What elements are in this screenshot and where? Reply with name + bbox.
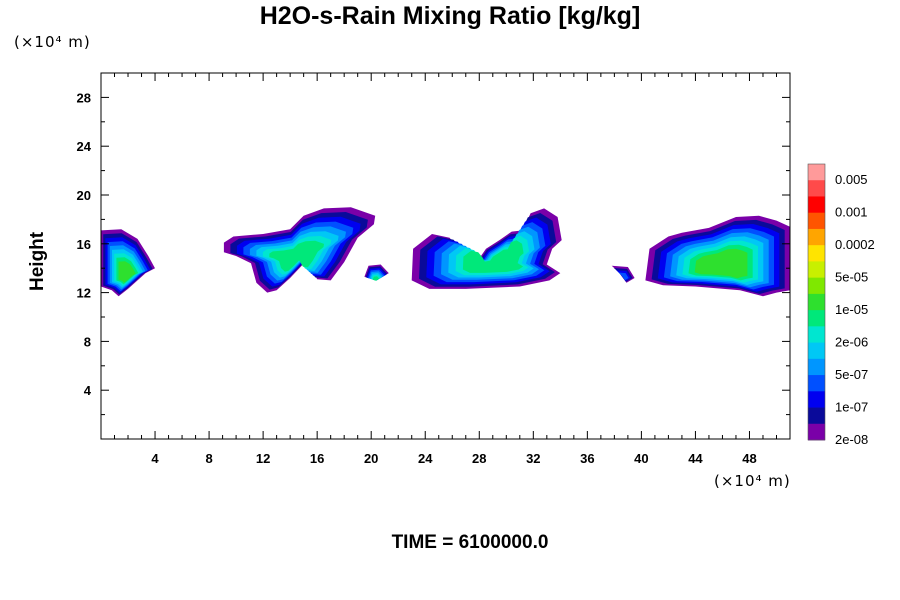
plot-frame: [100, 72, 791, 440]
colorbar-swatch: [808, 245, 825, 262]
cloud-e-level-3: [618, 272, 629, 281]
x-axis-unit-label: (×10⁴ m): [714, 472, 791, 490]
colorbar-label: 5e-07: [835, 367, 868, 382]
y-tick-label: 16: [77, 237, 91, 252]
x-tick-label: 44: [688, 451, 703, 466]
colorbar-swatch: [808, 277, 825, 295]
colorbar-swatch: [808, 261, 825, 279]
colorbar-swatch: [808, 358, 825, 376]
y-axis-unit-label: (×10⁴ m): [14, 33, 91, 51]
cloud-b: [223, 207, 376, 293]
cloud-d: [411, 208, 562, 289]
time-label: TIME = 6100000.0: [391, 532, 549, 553]
x-tick-label: 40: [634, 451, 648, 466]
y-tick-label: 20: [77, 188, 91, 203]
cloud-f-level-8: [694, 248, 748, 279]
y-tick-label: 4: [84, 383, 92, 398]
cloud-d-level-7: [462, 240, 524, 273]
x-tick-label: 8: [205, 451, 212, 466]
colorbar-swatch: [808, 391, 825, 408]
rain-field: [101, 207, 790, 297]
colorbar-swatch: [808, 310, 825, 327]
x-tick-label: 24: [418, 451, 433, 466]
colorbar-label: 0.001: [835, 205, 868, 220]
y-tick-label: 28: [77, 90, 91, 105]
colorbar-label: 5e-05: [835, 270, 868, 285]
colorbar-swatch: [808, 196, 825, 214]
colorbar-swatch: [808, 342, 825, 360]
x-tick-label: 28: [472, 451, 486, 466]
colorbar-swatch: [808, 423, 825, 441]
colorbar-swatch: [808, 407, 825, 425]
cloud-a-level-8: [118, 261, 136, 283]
x-tick-label: 20: [364, 451, 378, 466]
colorbar-swatch: [808, 228, 825, 246]
colorbar-swatch: [808, 375, 825, 392]
colorbar: 0.005 0.001 0.0002 5e-05 1e-05 2e-06 5e-07 1e-0…: [807, 163, 875, 447]
cloud-c-level-7: [372, 276, 380, 281]
chart-title: H2O-s-Rain Mixing Ratio [kg/kg]: [259, 2, 641, 30]
colorbar-swatch: [808, 212, 825, 230]
colorbar-label: 2e-06: [835, 335, 868, 350]
y-tick-label: 12: [77, 286, 91, 301]
x-tick-label: 4: [151, 451, 159, 466]
colorbar-label: 2e-08: [835, 432, 868, 447]
colorbar-label: 0.0002: [835, 237, 875, 252]
colorbar-swatch: [808, 326, 825, 343]
colorbar-label: 1e-07: [835, 400, 868, 415]
colorbar-label: 1e-05: [835, 302, 868, 317]
x-tick-label: 36: [580, 451, 594, 466]
colorbar-swatch: [808, 180, 825, 197]
colorbar-swatch: [808, 164, 825, 181]
x-tick-label: 16: [310, 451, 324, 466]
colorbar-label: 0.005: [835, 172, 868, 187]
y-tick-label: 8: [84, 334, 91, 349]
cloud-f: [645, 215, 790, 297]
colorbar-swatch: [808, 293, 825, 311]
x-tick-label: 32: [526, 451, 540, 466]
cloud-c: [364, 264, 389, 281]
cloud-e: [611, 265, 635, 283]
x-tick-label: 48: [742, 451, 756, 466]
cloud-a: [101, 229, 155, 297]
cloud-b-level-7: [269, 240, 324, 272]
x-tick-label: 12: [256, 451, 270, 466]
y-tick-label: 24: [77, 139, 92, 154]
